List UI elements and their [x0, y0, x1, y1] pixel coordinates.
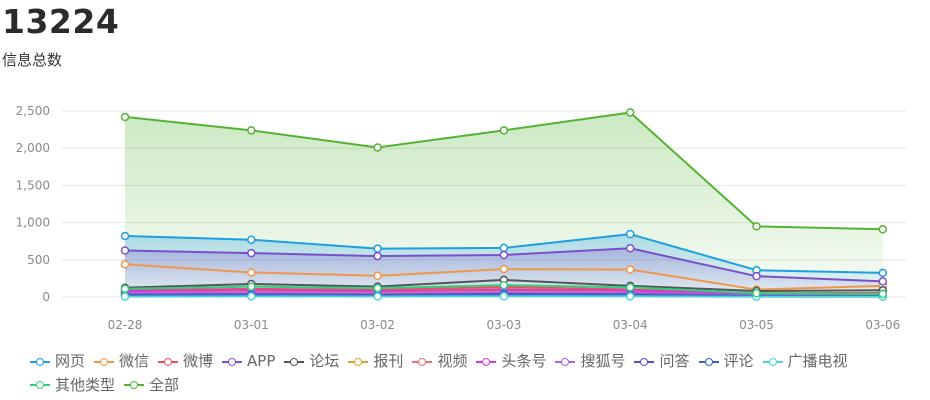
legend-label: 微博 — [183, 352, 214, 370]
x-tick-label: 03-01 — [234, 318, 269, 332]
data-point[interactable] — [878, 289, 888, 299]
data-point[interactable] — [120, 284, 130, 294]
data-point[interactable] — [625, 229, 635, 239]
data-point[interactable] — [373, 251, 382, 261]
data-point[interactable] — [499, 264, 509, 274]
data-point[interactable] — [752, 222, 761, 231]
legend-item[interactable]: 评论 — [698, 350, 754, 373]
data-point[interactable] — [752, 271, 761, 281]
legend-item[interactable]: 搜狐号 — [555, 350, 625, 373]
legend-item[interactable]: 微博 — [158, 350, 213, 373]
legend-swatch-icon — [30, 380, 50, 390]
legend-swatch-icon — [158, 357, 179, 367]
legend-item[interactable]: 其他类型 — [30, 374, 115, 397]
legend-swatch-icon — [555, 357, 576, 367]
legend-label: 广播电视 — [787, 352, 848, 370]
data-point[interactable] — [247, 126, 256, 135]
data-point[interactable] — [120, 112, 130, 122]
y-tick-label: 1,500 — [16, 178, 50, 192]
legend-item[interactable]: 论坛 — [284, 350, 339, 373]
y-tick-label: 2,000 — [16, 141, 50, 155]
legend-swatch-icon — [412, 357, 433, 367]
x-tick-label: 03-05 — [739, 318, 774, 332]
legend-swatch-icon — [348, 357, 369, 367]
y-tick-label: 500 — [27, 253, 50, 267]
data-point[interactable] — [373, 244, 382, 253]
data-point[interactable] — [373, 292, 382, 301]
legend-swatch-icon — [284, 357, 305, 367]
x-tick-label: 03-06 — [865, 318, 900, 332]
legend-item[interactable]: APP — [222, 350, 275, 373]
data-point[interactable] — [499, 292, 509, 301]
data-point[interactable] — [625, 265, 635, 274]
legend-item[interactable]: 微信 — [94, 350, 149, 373]
legend-label: 网页 — [55, 352, 86, 370]
legend-item[interactable]: 视频 — [412, 350, 467, 373]
legend-item[interactable]: 全部 — [124, 374, 179, 397]
legend-item[interactable]: 广播电视 — [762, 350, 848, 373]
total-count-label: 信息总数 — [2, 51, 63, 69]
data-point[interactable] — [878, 268, 888, 278]
legend-swatch-icon — [762, 357, 783, 367]
x-tick-label: 03-03 — [486, 318, 521, 332]
legend-item[interactable]: 网页 — [30, 350, 85, 373]
total-count: 13224 — [2, 2, 120, 41]
data-point[interactable] — [247, 235, 256, 244]
legend-label: APP — [247, 352, 276, 370]
legend-swatch-icon — [124, 380, 145, 390]
legend-item[interactable]: 头条号 — [476, 350, 546, 373]
legend-label: 问答 — [659, 352, 690, 370]
legend-swatch-icon — [698, 357, 719, 367]
data-point[interactable] — [373, 271, 382, 281]
legend-label: 报刊 — [373, 352, 404, 370]
data-point[interactable] — [625, 244, 635, 253]
data-point[interactable] — [373, 143, 382, 152]
data-point[interactable] — [120, 260, 130, 269]
x-tick-label: 03-02 — [360, 318, 395, 332]
legend-swatch-icon — [222, 357, 243, 367]
data-point[interactable] — [625, 292, 635, 301]
data-point[interactable] — [120, 292, 130, 301]
legend-label: 其他类型 — [55, 375, 116, 394]
data-point[interactable] — [752, 289, 761, 298]
legend-swatch-icon — [476, 357, 497, 367]
data-point[interactable] — [878, 225, 888, 234]
data-point[interactable] — [499, 126, 509, 135]
data-point[interactable] — [499, 280, 509, 290]
legend-label: 评论 — [723, 352, 754, 370]
legend-label: 论坛 — [309, 352, 340, 370]
y-tick-label: 2,500 — [16, 104, 50, 118]
data-point[interactable] — [499, 243, 509, 253]
data-point[interactable] — [247, 248, 256, 258]
data-point[interactable] — [499, 250, 509, 260]
data-point[interactable] — [625, 283, 635, 292]
legend-label: 视频 — [437, 352, 468, 370]
data-point[interactable] — [247, 268, 256, 277]
data-point[interactable] — [247, 282, 256, 291]
data-point[interactable] — [878, 277, 888, 286]
data-point[interactable] — [247, 292, 256, 301]
legend-item[interactable]: 报刊 — [348, 350, 403, 373]
data-point[interactable] — [120, 231, 130, 241]
legend-label: 全部 — [149, 375, 180, 394]
legend-swatch-icon — [634, 357, 655, 367]
data-point[interactable] — [373, 283, 382, 293]
line-chart: 0 500 1,000 1,500 2,000 2,500 02-28 03-01 03-02… — [16, 104, 906, 332]
legend-label: 头条号 — [501, 352, 547, 370]
legend-swatch-icon — [30, 357, 50, 367]
x-tick-label: 02-28 — [108, 318, 143, 332]
legend-label: 微信 — [119, 352, 150, 370]
legend-swatch-icon — [94, 357, 115, 367]
y-tick-label: 0 — [42, 290, 50, 304]
data-point[interactable] — [625, 108, 635, 117]
x-tick-label: 03-04 — [613, 318, 648, 332]
legend-item[interactable]: 问答 — [634, 350, 690, 373]
y-tick-label: 1,000 — [16, 216, 50, 230]
data-point[interactable] — [120, 246, 130, 255]
chart-legend: 网页 微信 微博 APP 论坛 报刊 视频 头条号 搜狐号 问答 评论 广播电视其他类型 全部 — [30, 350, 930, 397]
legend-label: 搜狐号 — [580, 352, 626, 370]
